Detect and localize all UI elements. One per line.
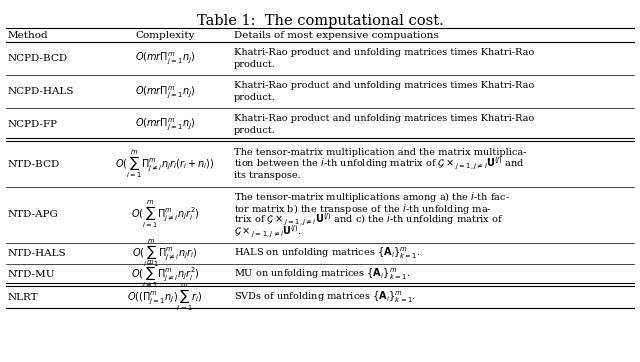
- Text: product.: product.: [234, 126, 276, 135]
- Text: product.: product.: [234, 60, 276, 69]
- Text: tion between the $i$-th unfolding matrix of $\mathcal{G}\times_{j=1,j\neq i}\mat: tion between the $i$-th unfolding matrix…: [234, 156, 525, 172]
- Text: $O(\sum_{i=1}^{m}\Pi_{j\neq i}^{m}n_jr_i^2)$: $O(\sum_{i=1}^{m}\Pi_{j\neq i}^{m}n_jr_i…: [131, 199, 199, 230]
- Text: Table 1:  The computational cost.: Table 1: The computational cost.: [196, 14, 444, 28]
- Text: NLRT: NLRT: [8, 293, 38, 302]
- Text: NTD-BCD: NTD-BCD: [8, 160, 60, 169]
- Text: Khatri-Rao product and unfolding matrices times Khatri-Rao: Khatri-Rao product and unfolding matrice…: [234, 114, 534, 123]
- Text: NCPD-BCD: NCPD-BCD: [8, 54, 68, 63]
- Text: $O(\sum_{i=1}^{m}\Pi_{j\neq i}^{m}n_jr_i)$: $O(\sum_{i=1}^{m}\Pi_{j\neq i}^{m}n_jr_i…: [132, 237, 198, 269]
- Text: NCPD-FP: NCPD-FP: [8, 120, 58, 129]
- Text: trix of $\mathcal{G}\times_{j=1,j\neq i}\mathbf{U}^{(j)}$ and c) the $i$-th unfo: trix of $\mathcal{G}\times_{j=1,j\neq i}…: [234, 212, 504, 228]
- Text: $O(mr\Pi_{j=1}^{m}n_j)$: $O(mr\Pi_{j=1}^{m}n_j)$: [134, 84, 195, 100]
- Text: $O(\sum_{i=1}^{m}\Pi_{j\neq i}^{m}n_jr_i(r_i+n_i))$: $O(\sum_{i=1}^{m}\Pi_{j\neq i}^{m}n_jr_i…: [115, 148, 215, 180]
- Text: Details of most expensive compuations: Details of most expensive compuations: [234, 30, 439, 39]
- Text: $O(\sum_{i=1}^{m}\Pi_{j\neq i}^{m}n_jr_i^2)$: $O(\sum_{i=1}^{m}\Pi_{j\neq i}^{m}n_jr_i…: [131, 259, 199, 290]
- Text: Khatri-Rao product and unfolding matrices times Khatri-Rao: Khatri-Rao product and unfolding matrice…: [234, 48, 534, 57]
- Text: $O(mr\Pi_{j=1}^{m}n_j)$: $O(mr\Pi_{j=1}^{m}n_j)$: [134, 117, 195, 132]
- Text: NTD-HALS: NTD-HALS: [8, 249, 67, 258]
- Text: product.: product.: [234, 93, 276, 102]
- Text: SVDs of unfolding matrices $\{\mathbf{A}_i\}_{k=1}^{m}$.: SVDs of unfolding matrices $\{\mathbf{A}…: [234, 290, 416, 305]
- Text: $\mathcal{G}\times_{j=1,j\neq i}\mathbf{U}^{(j)}$.: $\mathcal{G}\times_{j=1,j\neq i}\mathbf{…: [234, 224, 302, 240]
- Text: MU on unfolding matrices $\{\mathbf{A}_i\}_{k=1}^{m}$.: MU on unfolding matrices $\{\mathbf{A}_i…: [234, 267, 410, 282]
- Text: NTD-MU: NTD-MU: [8, 270, 56, 279]
- Text: Method: Method: [8, 30, 49, 39]
- Text: The tensor-matrix multiplications among a) the $i$-th fac-: The tensor-matrix multiplications among …: [234, 190, 510, 204]
- Text: Complexity: Complexity: [135, 30, 195, 39]
- Text: its transpose.: its transpose.: [234, 171, 301, 180]
- Text: Khatri-Rao product and unfolding matrices times Khatri-Rao: Khatri-Rao product and unfolding matrice…: [234, 81, 534, 90]
- Text: $O(mr\Pi_{j=1}^{m}n_j)$: $O(mr\Pi_{j=1}^{m}n_j)$: [134, 51, 195, 67]
- Text: The tensor-matrix multiplication and the matrix multiplica-: The tensor-matrix multiplication and the…: [234, 148, 526, 157]
- Text: NTD-APG: NTD-APG: [8, 210, 59, 219]
- Text: HALS on unfolding matrices $\{\mathbf{A}_i\}_{k=1}^{m}$.: HALS on unfolding matrices $\{\mathbf{A}…: [234, 245, 420, 261]
- Text: NCPD-HALS: NCPD-HALS: [8, 87, 74, 96]
- Text: $O((\Pi_{j=1}^{m}n_j)\sum_{i=1}^{m}r_i)$: $O((\Pi_{j=1}^{m}n_j)\sum_{i=1}^{m}r_i)$: [127, 282, 203, 313]
- Text: tor matrix b) the transpose of the $i$-th unfolding ma-: tor matrix b) the transpose of the $i$-t…: [234, 202, 492, 216]
